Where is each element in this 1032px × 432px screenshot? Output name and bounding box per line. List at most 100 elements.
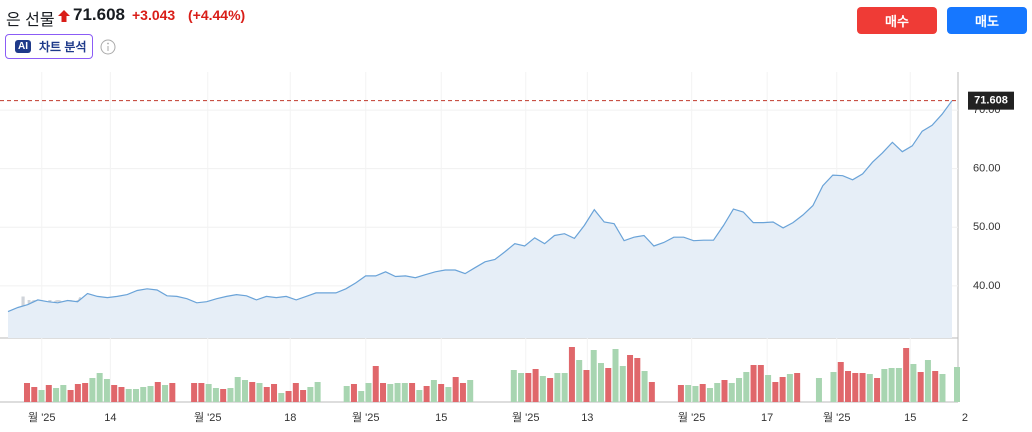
volume-bar bbox=[467, 380, 474, 402]
x-tick-label: 17 bbox=[761, 412, 773, 424]
volume-bar bbox=[685, 385, 692, 402]
volume-bar bbox=[74, 384, 81, 402]
volume-bar bbox=[765, 375, 772, 402]
volume-bar bbox=[648, 382, 655, 402]
volume-bar bbox=[597, 363, 604, 402]
volume-bar bbox=[830, 372, 837, 402]
volume-bar bbox=[132, 389, 139, 402]
x-tick-label: 월 '25 bbox=[28, 411, 56, 424]
ai-analysis-button[interactable]: AI 차트 분석 bbox=[5, 34, 93, 59]
volume-bar bbox=[932, 371, 939, 402]
volume-bar bbox=[358, 391, 365, 402]
volume-bar bbox=[387, 384, 394, 402]
volume-bar bbox=[38, 390, 45, 402]
y-tick-label: 40.00 bbox=[973, 280, 1001, 292]
volume-bar bbox=[518, 373, 525, 402]
x-tick-label: 월 '25 bbox=[352, 411, 380, 424]
volume-bar bbox=[271, 384, 278, 402]
volume-bar bbox=[45, 385, 52, 402]
x-tick-label: 14 bbox=[104, 412, 116, 424]
volume-bar bbox=[394, 383, 401, 402]
volume-bar bbox=[82, 383, 89, 402]
volume-bar bbox=[430, 380, 437, 402]
volume-bar bbox=[757, 365, 764, 402]
volume-bar bbox=[954, 367, 960, 402]
volume-bar bbox=[60, 385, 67, 402]
x-tick-label: 월 '25 bbox=[823, 411, 851, 424]
x-tick-label: 월 '25 bbox=[512, 411, 540, 424]
sell-button[interactable]: 매도 bbox=[947, 7, 1027, 34]
volume-bar bbox=[263, 387, 270, 402]
volume-bar bbox=[525, 373, 532, 402]
ai-badge: AI bbox=[15, 40, 31, 53]
volume-bar bbox=[605, 368, 612, 402]
volume-bar bbox=[31, 387, 38, 402]
volume-bar bbox=[634, 358, 641, 402]
volume-bar bbox=[241, 380, 248, 402]
y-tick-label: 60.00 bbox=[973, 163, 1001, 175]
volume-bar bbox=[903, 348, 910, 402]
volume-bar bbox=[590, 350, 597, 402]
volume-bar bbox=[147, 386, 154, 402]
volume-bar bbox=[409, 383, 416, 402]
volume-bar bbox=[438, 384, 445, 402]
volume-bar bbox=[292, 383, 299, 402]
volume-bar bbox=[619, 366, 626, 402]
volume-bar bbox=[111, 385, 118, 402]
volume-bar bbox=[220, 389, 227, 402]
last-price-box bbox=[968, 91, 1014, 110]
volume-bar bbox=[249, 382, 256, 402]
volume-bar bbox=[532, 369, 539, 402]
volume-bar bbox=[285, 391, 292, 402]
volume-bar bbox=[125, 389, 132, 402]
volume-bar bbox=[300, 390, 307, 402]
x-tick-label: 15 bbox=[904, 412, 916, 424]
volume-bar bbox=[67, 390, 74, 402]
volume-bar bbox=[256, 383, 263, 402]
info-icon[interactable] bbox=[100, 39, 116, 55]
volume-bar bbox=[416, 390, 423, 402]
volume-bar bbox=[714, 383, 721, 402]
volume-bar bbox=[307, 387, 314, 402]
last-price-label: 71.608 bbox=[974, 95, 1008, 107]
volume-bar bbox=[939, 374, 946, 402]
volume-bar bbox=[583, 370, 590, 402]
volume-bar bbox=[706, 388, 713, 402]
price-area bbox=[8, 100, 952, 338]
volume-bar bbox=[205, 384, 212, 402]
volume-bar bbox=[627, 355, 634, 402]
volume-bar bbox=[612, 349, 619, 402]
volume-bar bbox=[779, 377, 786, 402]
x-tick-label: 18 bbox=[284, 412, 296, 424]
last-price: 71.608 bbox=[73, 5, 125, 24]
volume-bar bbox=[380, 383, 387, 402]
x-tick-label: 2 bbox=[962, 412, 968, 424]
volume-bar bbox=[191, 383, 198, 402]
volume-bar bbox=[452, 377, 459, 402]
volume-bar bbox=[401, 383, 408, 402]
volume-bar bbox=[728, 383, 735, 402]
volume-bar bbox=[372, 366, 379, 402]
price-change: +3.043 bbox=[132, 7, 176, 23]
x-tick-label: 13 bbox=[581, 412, 593, 424]
volume-bar bbox=[227, 388, 234, 402]
volume-bar bbox=[554, 373, 561, 402]
volume-bar bbox=[234, 377, 241, 402]
volume-bar bbox=[874, 378, 881, 402]
volume-bar bbox=[198, 383, 205, 402]
x-tick-label: 15 bbox=[435, 412, 447, 424]
volume-bar bbox=[866, 374, 873, 402]
volume-bar bbox=[547, 378, 554, 402]
volume-bar bbox=[772, 382, 779, 402]
volume-bar bbox=[539, 376, 546, 402]
buy-button[interactable]: 매수 bbox=[857, 7, 937, 34]
volume-bar bbox=[278, 393, 285, 402]
volume-bar bbox=[888, 368, 895, 402]
volume-bar bbox=[837, 362, 844, 402]
instrument-title: 은 선물 bbox=[6, 12, 55, 29]
volume-bar bbox=[794, 373, 801, 402]
volume-bar bbox=[924, 360, 931, 402]
volume-bar bbox=[568, 347, 575, 402]
